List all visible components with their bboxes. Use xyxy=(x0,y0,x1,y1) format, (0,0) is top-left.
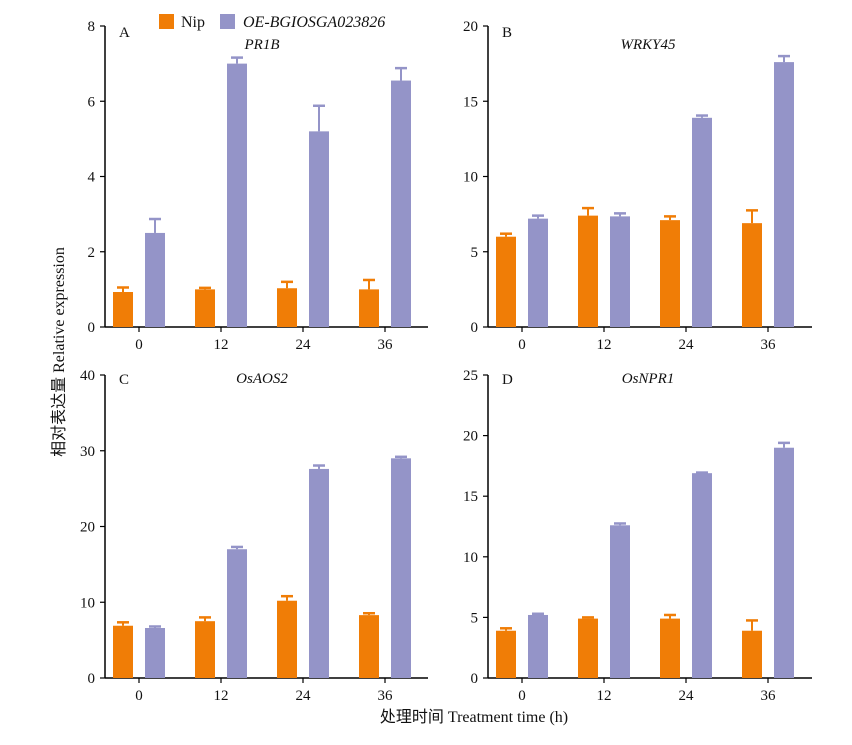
panel-d-bar-oe-0 xyxy=(528,614,548,678)
panel-a-letter: A xyxy=(119,25,130,41)
panel-b-bar-oe-24 xyxy=(692,117,712,328)
panel-d-y-tick-label: 5 xyxy=(471,610,479,626)
panel-c-bar-oe-0 xyxy=(145,628,165,678)
panel-d-y-tick-label: 20 xyxy=(463,429,478,445)
panel-c-y-tick-label: 40 xyxy=(80,368,95,384)
panel-c-x-tick-label: 0 xyxy=(135,688,143,704)
panel-b-y-tick-label: 15 xyxy=(463,94,478,110)
panel-c-bar-oe-24 xyxy=(309,468,329,678)
panel-b-bar-oe-36 xyxy=(774,62,794,328)
panel-d-x-tick-label: 12 xyxy=(597,688,612,704)
panel-c-osaos2: 0 10 20 30 40 0 12 24 36 C OsAOS2 xyxy=(80,368,428,704)
panel-b-bar-nip-24 xyxy=(660,220,680,327)
panel-b-y-tick-label: 20 xyxy=(463,19,478,35)
panel-d-bar-nip-0 xyxy=(496,630,516,678)
panel-d-letter: D xyxy=(502,372,513,388)
panel-d-bar-nip-12 xyxy=(578,618,598,678)
panel-c-letter: C xyxy=(119,372,129,388)
panel-b-letter: B xyxy=(502,25,512,41)
panel-d-x-tick-label: 36 xyxy=(761,688,777,704)
panel-a-bar-nip-12 xyxy=(195,289,215,327)
panel-a-bar-nip-24 xyxy=(277,288,297,327)
panel-d-bar-nip-36 xyxy=(742,630,762,678)
panel-c-x-tick-label: 36 xyxy=(378,688,394,704)
panel-b-y-tick-label: 10 xyxy=(463,170,478,186)
panel-a-x-tick-label: 24 xyxy=(296,337,312,353)
panel-a-bar-oe-36 xyxy=(391,80,411,328)
panel-a-x-tick-label: 12 xyxy=(214,337,229,353)
panel-c-x-tick-label: 12 xyxy=(214,688,229,704)
panel-d-y-tick-label: 0 xyxy=(471,671,479,687)
panel-b-wrky45: 0 5 10 15 20 0 12 24 36 B WRKY45 xyxy=(463,19,812,353)
panel-b-x-tick-label: 24 xyxy=(679,337,695,353)
panel-b-y-tick-label: 5 xyxy=(471,245,479,261)
panel-b-x-tick-label: 12 xyxy=(597,337,612,353)
panel-c-title: OsAOS2 xyxy=(236,371,288,387)
panel-a-bar-nip-0 xyxy=(113,292,133,327)
panel-b-title: WRKY45 xyxy=(620,37,676,53)
panel-c-bar-oe-36 xyxy=(391,458,411,678)
panel-d-bar-oe-12 xyxy=(610,525,630,678)
panel-c-y-tick-label: 20 xyxy=(80,520,95,536)
panel-a-bar-oe-24 xyxy=(309,131,329,327)
panel-c-y-tick-label: 10 xyxy=(80,595,95,611)
panel-c-bar-nip-12 xyxy=(195,621,215,678)
panel-b-bar-nip-12 xyxy=(578,215,598,327)
panel-d-x-tick-label: 24 xyxy=(679,688,695,704)
legend-swatch-oe xyxy=(220,14,235,29)
legend-label-oe: OE-BGIOSGA023826 xyxy=(243,14,385,31)
panel-b-bar-nip-36 xyxy=(742,223,762,327)
y-axis-title: 相对表达量 Relative expression xyxy=(50,247,68,457)
x-axis-title: 处理时间 Treatment time (h) xyxy=(380,708,568,726)
panel-d-title: OsNPR1 xyxy=(622,371,675,387)
panel-a-y-tick-label: 2 xyxy=(88,245,96,261)
panel-a-x-tick-label: 36 xyxy=(378,337,394,353)
panel-c-y-tick-label: 30 xyxy=(80,444,95,460)
panel-c-bar-nip-36 xyxy=(359,615,379,678)
panel-c-bar-nip-0 xyxy=(113,625,133,678)
panel-a-x-tick-label: 0 xyxy=(135,337,143,353)
panel-b-x-tick-label: 36 xyxy=(761,337,777,353)
panel-d-bar-oe-24 xyxy=(692,473,712,678)
panel-a-y-tick-label: 4 xyxy=(88,170,96,186)
panel-d-y-tick-label: 10 xyxy=(463,550,478,566)
panel-c-bar-nip-24 xyxy=(277,600,297,678)
panel-a-y-tick-label: 6 xyxy=(88,94,96,110)
panel-c-y-tick-label: 0 xyxy=(88,671,96,687)
panel-a-bar-nip-36 xyxy=(359,289,379,327)
panel-d-bar-oe-36 xyxy=(774,447,794,678)
panel-c-x-tick-label: 24 xyxy=(296,688,312,704)
panel-b-bar-nip-0 xyxy=(496,236,516,327)
panel-d-y-tick-label: 25 xyxy=(463,368,478,384)
panel-d-x-tick-label: 0 xyxy=(518,688,526,704)
panel-b-bar-oe-0 xyxy=(528,218,548,327)
panel-a-y-tick-label: 0 xyxy=(88,320,96,336)
legend-label-nip: Nip xyxy=(181,14,205,31)
panel-b-bar-oe-12 xyxy=(610,216,630,327)
panel-d-y-tick-label: 15 xyxy=(463,489,478,505)
panel-a-bar-oe-0 xyxy=(145,232,165,327)
legend: Nip OE-BGIOSGA023826 xyxy=(159,14,385,31)
panel-b-x-tick-label: 0 xyxy=(518,337,526,353)
panel-a-title: PR1B xyxy=(244,37,280,53)
panel-c-bar-oe-12 xyxy=(227,549,247,678)
panel-a-bar-oe-12 xyxy=(227,63,247,327)
panel-d-osnpr1: 0 5 10 15 20 25 0 12 24 36 D OsNPR1 xyxy=(463,368,812,704)
panel-b-y-tick-label: 0 xyxy=(471,320,479,336)
panel-a-y-tick-label: 8 xyxy=(88,19,96,35)
panel-d-bar-nip-24 xyxy=(660,618,680,678)
legend-swatch-nip xyxy=(159,14,174,29)
